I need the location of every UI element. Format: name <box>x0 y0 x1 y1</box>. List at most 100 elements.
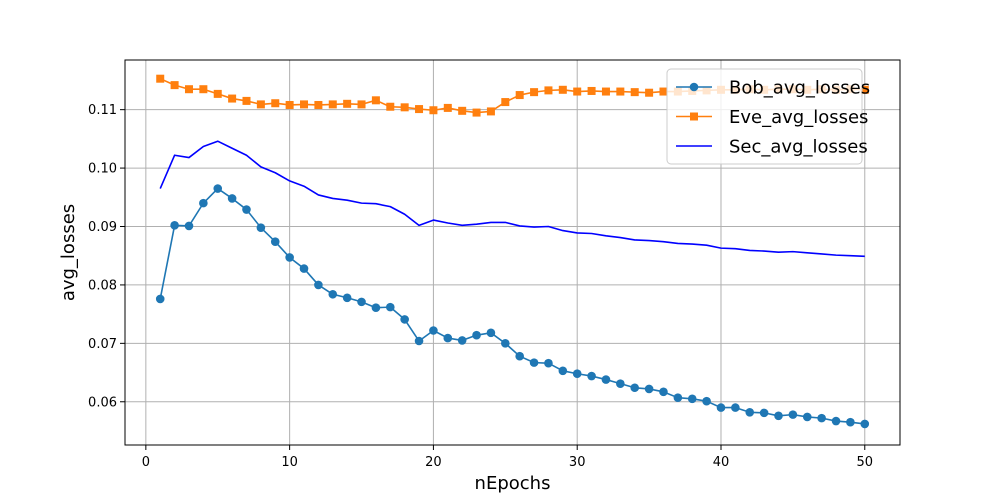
eve-avg-losses-point <box>501 98 510 107</box>
y-tick-label: 0.10 <box>88 162 117 177</box>
eve-avg-losses-point <box>587 86 596 95</box>
x-tick-label: 50 <box>856 455 873 470</box>
bob-avg-losses-point <box>443 333 453 343</box>
x-tick-label: 20 <box>425 455 442 470</box>
eve-avg-losses-point <box>371 96 380 105</box>
legend-box <box>666 68 863 165</box>
legend-swatch-marker <box>689 82 699 92</box>
sec-avg-losses-line <box>159 140 865 258</box>
bob-avg-losses-point <box>759 408 769 418</box>
eve-avg-losses-point <box>242 96 251 105</box>
bob-avg-losses-point <box>731 403 740 412</box>
bob-avg-losses-point <box>687 394 697 404</box>
eve-avg-losses-point <box>860 85 869 94</box>
bob-avg-losses-point <box>601 375 611 384</box>
bob-avg-losses-point <box>817 413 826 423</box>
legend-item-bob-avg-losses: Bob_avg_losses <box>676 78 870 99</box>
grid <box>125 60 900 445</box>
eve-avg-losses-point <box>429 106 438 115</box>
eve-avg-losses-point <box>659 87 668 96</box>
eve-avg-losses-point <box>271 99 280 108</box>
x-tick-label: 30 <box>569 455 586 470</box>
bob-avg-losses-point <box>184 221 194 231</box>
x-tick-label: 40 <box>713 455 730 470</box>
axis-ticks: 0 10 20 30 40 50 0.06 0.07 0.08 0.09 0.10 0.11 <box>88 103 873 470</box>
series-sec-avg-losses <box>159 140 865 258</box>
eve-avg-losses-point <box>530 88 539 97</box>
eve-avg-losses-point <box>184 85 193 94</box>
bob-avg-losses-point <box>371 303 381 313</box>
bob-avg-losses-point <box>616 379 625 388</box>
bob-avg-losses-point <box>400 315 409 324</box>
bob-avg-losses-point <box>155 294 165 304</box>
bob-avg-losses-point <box>213 184 223 193</box>
bob-avg-losses-point <box>328 289 338 299</box>
eve-avg-losses-point <box>472 108 481 117</box>
bob-avg-losses-point <box>357 297 366 307</box>
eve-avg-losses-point <box>256 100 265 109</box>
eve-avg-losses-point <box>386 102 395 111</box>
eve-avg-losses-point <box>573 87 582 96</box>
eve-avg-losses-point <box>300 100 309 109</box>
eve-avg-losses-point <box>285 100 294 109</box>
bob-avg-losses-point <box>385 302 395 312</box>
eve-avg-losses-point <box>400 103 409 112</box>
eve-avg-losses-point <box>328 100 337 109</box>
eve-avg-losses-point <box>544 86 553 95</box>
eve-avg-losses-point <box>630 88 639 97</box>
bob-avg-losses-point <box>802 412 812 422</box>
eve-avg-losses-point <box>616 87 625 96</box>
legend-swatch-marker <box>690 112 698 121</box>
bob-avg-losses-point <box>170 221 179 230</box>
bob-avg-losses-point <box>572 369 582 379</box>
eve-avg-losses-point <box>357 100 366 109</box>
eve-avg-losses-point <box>314 100 323 109</box>
legend-label: Eve_avg_losses <box>729 107 868 128</box>
eve-avg-losses-point <box>601 87 610 96</box>
bob-avg-losses-point <box>414 336 424 346</box>
bob-avg-losses-point <box>472 330 481 340</box>
bob-avg-losses-point <box>558 366 568 376</box>
bob-avg-losses-point <box>314 280 323 290</box>
x-tick-label: 10 <box>281 455 298 470</box>
bob-avg-losses-point <box>199 198 208 208</box>
bob-avg-losses-point <box>659 387 668 397</box>
y-axis-title: avg_losses <box>58 204 79 301</box>
bob-avg-losses-point <box>299 264 309 273</box>
legend: Bob_avg_losses Eve_avg_losses Sec_avg_loss… <box>666 68 870 165</box>
bob-avg-losses-point <box>429 326 438 335</box>
x-tick-label: 0 <box>142 455 150 470</box>
eve-avg-losses-point <box>199 85 208 94</box>
bob-avg-losses-point <box>501 339 510 348</box>
bob-avg-losses-point <box>515 351 524 361</box>
bob-avg-losses-point <box>529 358 539 367</box>
legend-item-sec-avg-losses: Sec_avg_losses <box>676 137 868 158</box>
bob-avg-losses-point <box>788 410 798 419</box>
bob-avg-losses-point <box>544 358 553 368</box>
eve-avg-losses-point <box>645 88 654 97</box>
eve-avg-losses-point <box>170 81 179 90</box>
bob-avg-losses-point <box>745 407 755 417</box>
eve-avg-losses-point <box>558 85 567 94</box>
bob-avg-losses-point <box>256 223 266 232</box>
eve-avg-losses-point <box>228 94 237 103</box>
bob-avg-losses-point <box>774 411 783 421</box>
bob-avg-losses-point <box>342 293 352 303</box>
bob-avg-losses-point <box>486 328 496 338</box>
eve-avg-losses-point <box>415 105 424 114</box>
bob-avg-losses-point <box>673 393 683 402</box>
bob-avg-losses-point <box>285 253 294 262</box>
legend-label: Bob_avg_losses <box>729 78 870 99</box>
bob-avg-losses-point <box>270 237 280 246</box>
eve-avg-losses-point <box>486 107 495 116</box>
eve-avg-losses-point <box>343 99 352 108</box>
bob-avg-losses-point <box>644 384 654 394</box>
legend-label: Sec_avg_losses <box>729 137 868 158</box>
x-axis-title: nEpochs <box>475 473 551 494</box>
eve-avg-losses-point <box>458 106 467 115</box>
bob-avg-losses-point <box>846 417 855 427</box>
eve-avg-losses-point <box>443 103 452 112</box>
series-bob-avg-losses <box>155 184 870 429</box>
eve-avg-losses-point <box>515 91 524 100</box>
